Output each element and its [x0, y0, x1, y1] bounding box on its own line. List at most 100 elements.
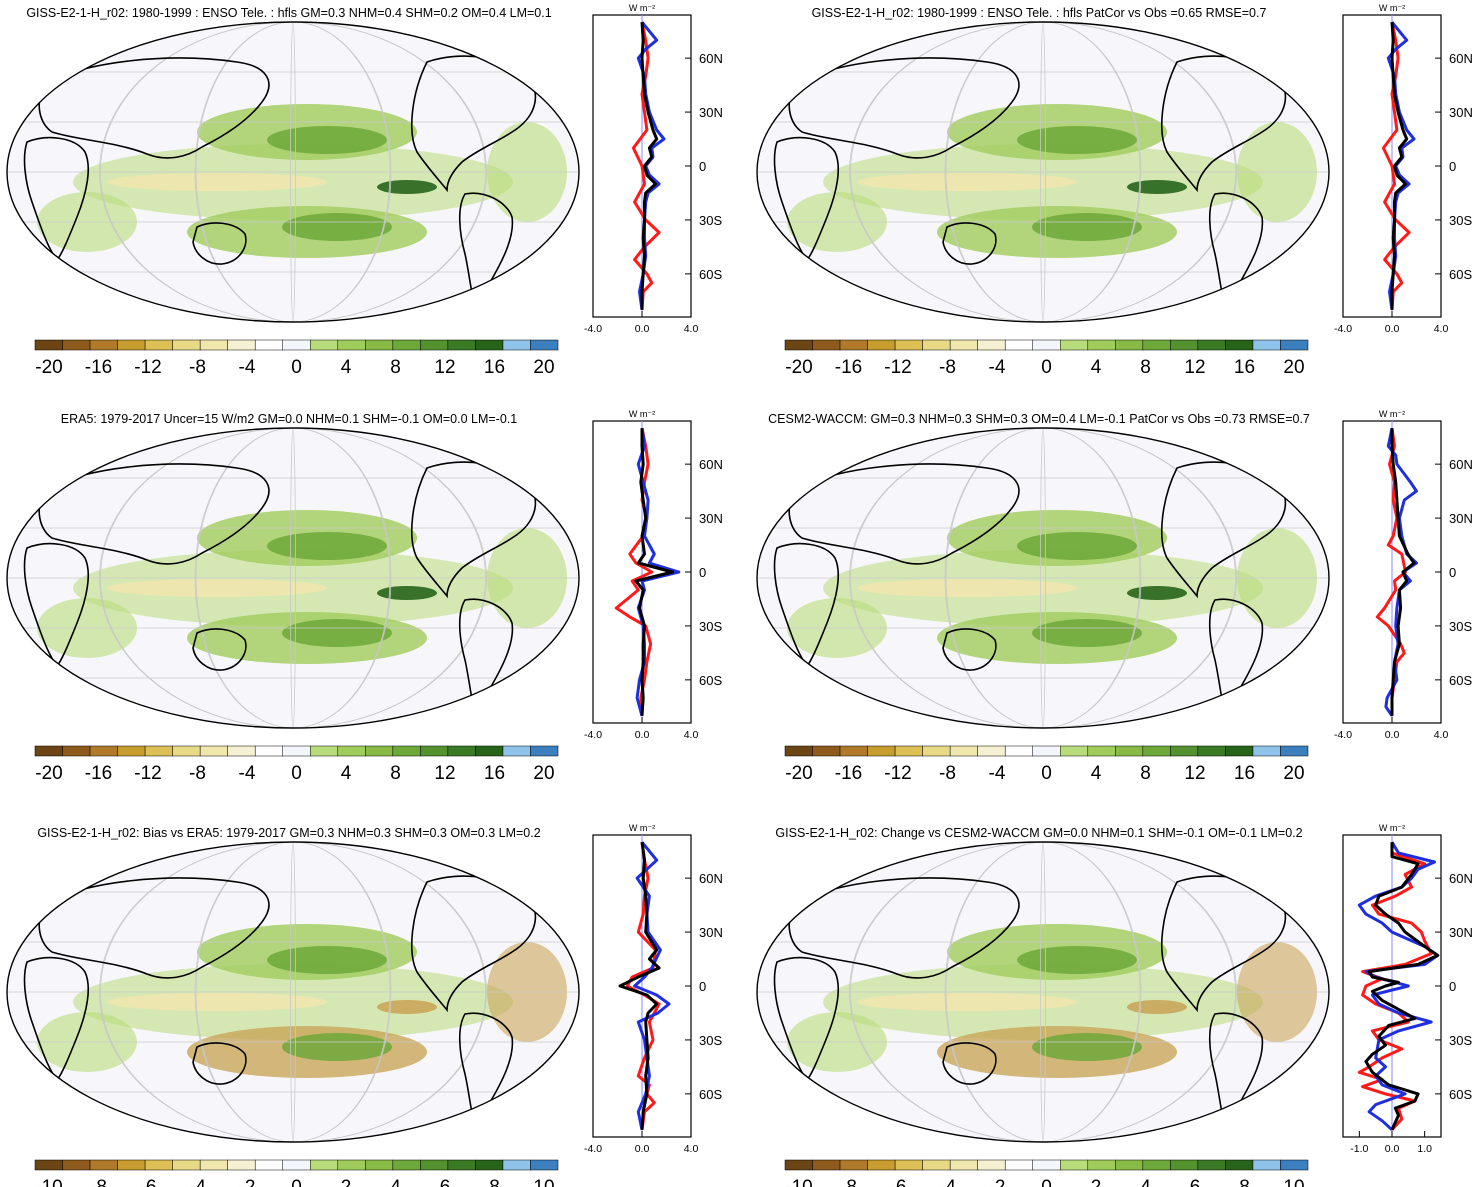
profile-units: W m⁻² [1379, 409, 1405, 419]
profile-units: W m⁻² [629, 409, 655, 419]
coastline [1271, 455, 1306, 488]
colorbar-swatch [144, 339, 173, 351]
panel-title: CESM2-WACCM: GM=0.3 NHM=0.3 SHM=0.3 OM=0… [768, 412, 1310, 426]
colorbar-tick-label: 4 [1091, 763, 1102, 784]
profile-line-blue [633, 841, 671, 1131]
graticule-line [850, 428, 1236, 728]
graticule-line [849, 22, 1237, 322]
colorbar-swatch [1197, 1159, 1226, 1171]
colorbar-tick-label: -12 [884, 763, 911, 784]
colorbar-swatch [894, 745, 923, 757]
anomaly-shading [857, 579, 1077, 597]
colorbar-tick-label: -12 [884, 357, 911, 378]
colorbar-tick-label: -12 [134, 357, 161, 378]
coastline [942, 628, 997, 671]
colorbar-swatch [894, 1159, 923, 1171]
profile-xtick-label: 4.0 [1434, 729, 1449, 741]
latitude-label: 60S [1449, 1087, 1472, 1102]
colorbar-tick-label: -20 [35, 357, 62, 378]
latitude-label: 30S [699, 619, 722, 634]
colorbar-tick-label: -20 [785, 763, 812, 784]
colorbar-swatch [1225, 745, 1254, 757]
colorbar-swatch [530, 339, 559, 351]
colorbar-tick-label: 16 [1234, 763, 1255, 784]
latitude-label: 0 [1449, 159, 1456, 174]
colorbar-swatch [1087, 1159, 1116, 1171]
anomaly-shading [1032, 213, 1142, 241]
colorbar-swatch [365, 745, 394, 757]
colorbar-swatch [365, 339, 394, 351]
latitude-label: 60N [1449, 871, 1473, 886]
graticule-line [290, 842, 296, 1142]
colorbar-tick-label: 20 [1283, 763, 1304, 784]
graticule-line [290, 428, 296, 728]
colorbar-tick-label: 0 [291, 763, 302, 784]
panel: GISS-E2-1-H_r02: Bias vs ERA5: 1979-2017… [6, 823, 723, 1187]
map-field [757, 428, 1329, 728]
colorbar-swatch [254, 1159, 283, 1171]
zonal-profile: W m⁻² -4.0 0.0 4.0 60N 30N 0 30S 60S [584, 3, 723, 335]
colorbar: -20 -16 -12 -8 -4 0 4 8 12 16 20 [34, 339, 559, 378]
colorbar-swatch [1280, 1159, 1309, 1171]
colorbar-tick-label: 12 [434, 357, 455, 378]
colorbar-tick-label: -16 [85, 357, 112, 378]
profile-xtick-label: -4.0 [1334, 323, 1352, 335]
colorbar-tick-label: 6 [440, 1177, 451, 1187]
colorbar-swatch [867, 745, 896, 757]
colorbar-swatch [1087, 745, 1116, 757]
coastline [1271, 869, 1306, 902]
map-outline [6, 841, 580, 1143]
latitude-label: 0 [699, 979, 706, 994]
latitude-label: 0 [1449, 565, 1456, 580]
colorbar-swatch [1252, 745, 1281, 757]
colorbar-swatch [172, 745, 201, 757]
coastline [38, 463, 270, 565]
colorbar-tick-label: 4 [341, 357, 352, 378]
colorbar-swatch [89, 339, 118, 351]
map [6, 21, 580, 323]
profile-xtick-label: 0.0 [1385, 323, 1400, 335]
colorbar-swatch [89, 1159, 118, 1171]
colorbar-swatch [282, 745, 311, 757]
anomaly-shading [267, 126, 387, 154]
profile-xtick-label: 0.0 [635, 323, 650, 335]
colorbar-swatch [1142, 1159, 1171, 1171]
colorbar-swatch [144, 745, 173, 757]
colorbar-swatch [365, 1159, 394, 1171]
colorbar-swatch [1142, 745, 1171, 757]
profile-xtick-label: -4.0 [1334, 729, 1352, 741]
colorbar-tick-label: -16 [835, 763, 862, 784]
latitude-label: 30S [1449, 1033, 1472, 1048]
graticule-line [850, 22, 1236, 322]
colorbar-swatch [1115, 1159, 1144, 1171]
profile-xtick-label: 4.0 [684, 323, 699, 335]
colorbar-tick-label: 0 [1041, 763, 1052, 784]
colorbar-swatch [282, 339, 311, 351]
zonal-profile: W m⁻² -4.0 0.0 4.0 60N 30N 0 30S 60S [584, 823, 723, 1155]
colorbar-swatch [1170, 1159, 1199, 1171]
colorbar-tick-label: -8 [939, 357, 956, 378]
colorbar-swatch [1225, 339, 1254, 351]
latitude-label: 60N [699, 871, 723, 886]
anomaly-shading [1127, 586, 1187, 600]
coastline [773, 956, 840, 1082]
colorbar-swatch [1004, 339, 1033, 351]
colorbar-swatch [949, 339, 978, 351]
latitude-label: 30N [699, 105, 723, 120]
colorbar-swatch [1004, 1159, 1033, 1171]
map [6, 427, 580, 729]
anomaly-shading [107, 993, 327, 1011]
colorbar-swatch [867, 339, 896, 351]
colorbar-tick-label: -20 [35, 763, 62, 784]
colorbar-swatch [530, 1159, 559, 1171]
latitude-label: 60S [699, 673, 722, 688]
colorbar-tick-label: 4 [390, 1177, 401, 1187]
colorbar-swatch [392, 745, 421, 757]
profile-line-black [634, 428, 675, 716]
colorbar-tick-label: 12 [1184, 357, 1205, 378]
colorbar-tick-label: 16 [484, 763, 505, 784]
colorbar-tick-label: -2 [989, 1177, 1006, 1187]
graticule-line [945, 428, 1141, 728]
colorbar-tick-label: -20 [785, 357, 812, 378]
colorbar-swatch [1197, 339, 1226, 351]
